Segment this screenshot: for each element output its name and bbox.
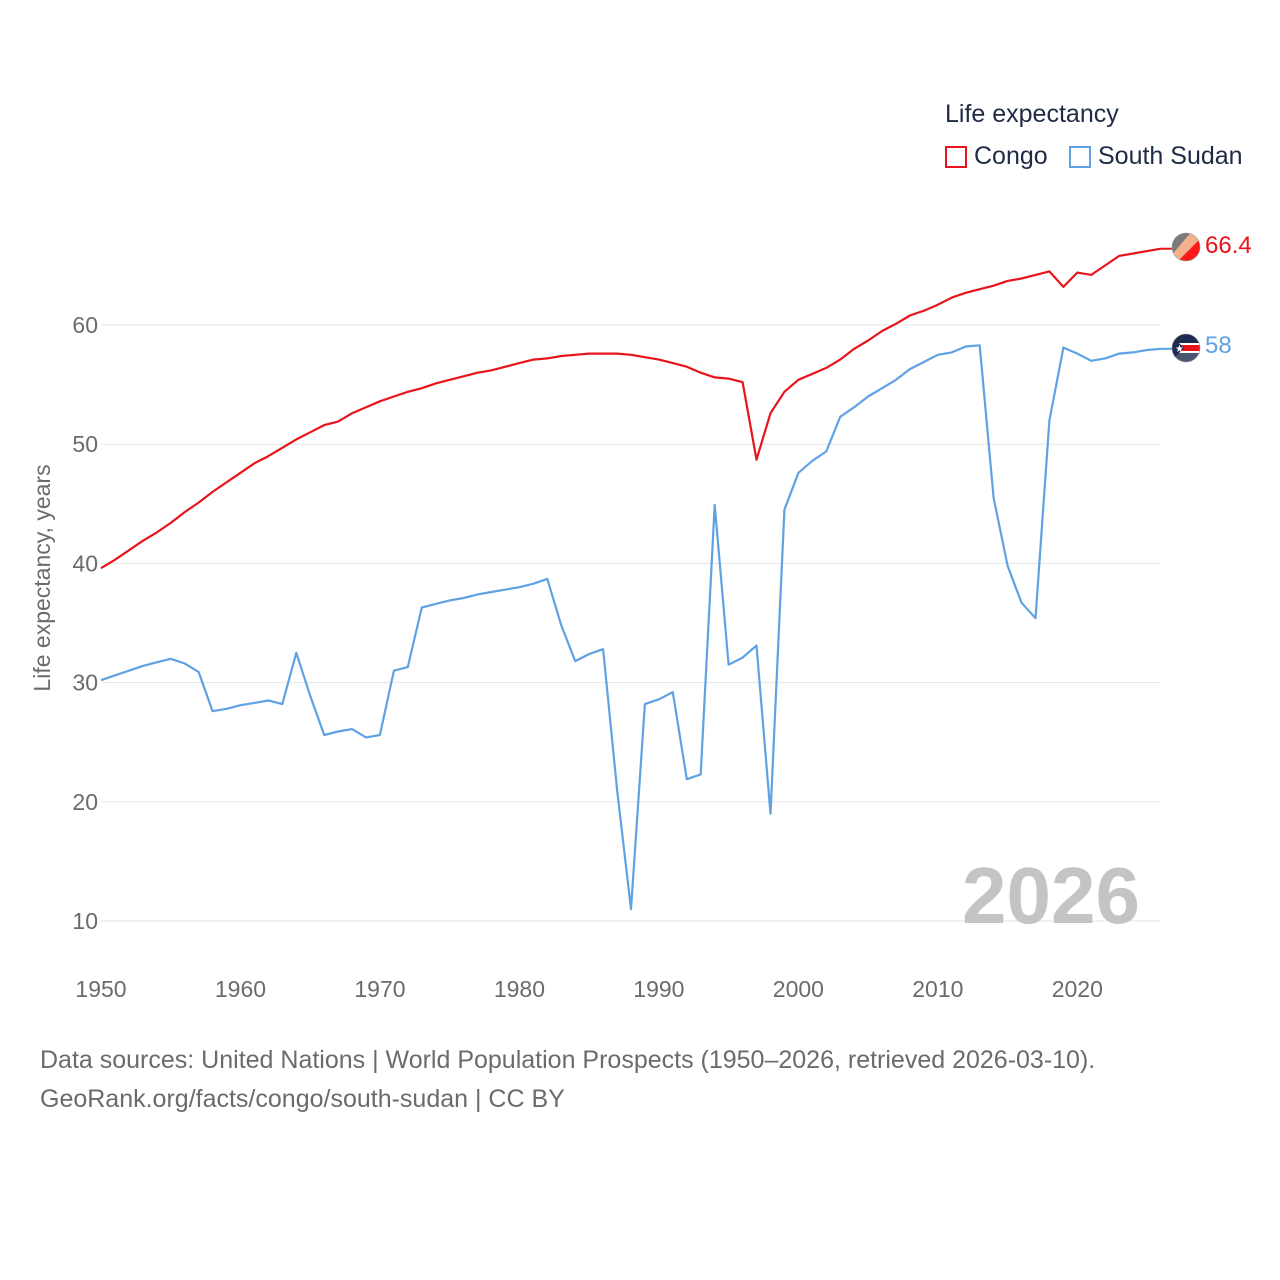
svg-text:★: ★ [1175, 344, 1184, 355]
legend-title: Life expectancy [945, 100, 1119, 128]
x-tick-label: 1960 [215, 976, 266, 1002]
legend-swatch-south-sudan [1069, 145, 1091, 168]
x-tick-label: 1970 [354, 976, 405, 1002]
footer-credit[interactable]: GeoRank.org/facts/congo/south-sudan | CC… [40, 1085, 565, 1113]
y-tick-label: 60 [72, 312, 98, 338]
legend-swatch-congo [945, 145, 967, 168]
x-tick-label: 1950 [75, 976, 126, 1002]
x-tick-label: 2010 [912, 976, 963, 1002]
south-sudan-flag-icon: ★ [1171, 333, 1201, 363]
footer-sources: Data sources: United Nations | World Pop… [40, 1046, 1096, 1074]
y-axis-ticks: 10 20 30 40 50 60 [72, 312, 98, 934]
x-tick-label: 2000 [773, 976, 824, 1002]
congo-flag-icon [1171, 232, 1201, 262]
x-tick-label: 1980 [494, 976, 545, 1002]
x-axis-ticks: 1950 1960 1970 1980 1990 2000 2010 2020 [75, 976, 1102, 1002]
x-tick-label: 2020 [1052, 976, 1103, 1002]
legend-item-south-sudan[interactable]: South Sudan [1069, 142, 1243, 171]
series-line-south-sudan[interactable] [100, 344, 1162, 911]
end-label-south-sudan: 58 [1205, 332, 1232, 359]
y-tick-label: 50 [72, 431, 98, 457]
legend-label-south-sudan: South Sudan [1098, 142, 1243, 170]
legend-label-congo: Congo [974, 142, 1048, 170]
end-markers: ★ [1171, 232, 1201, 363]
y-tick-label: 30 [72, 670, 98, 696]
y-tick-label: 20 [72, 789, 98, 815]
end-label-congo: 66.4 [1205, 232, 1252, 259]
series-lines [100, 247, 1172, 911]
y-tick-label: 40 [72, 550, 98, 576]
current-year-watermark: 2026 [962, 851, 1140, 940]
series-line-congo[interactable] [100, 247, 1162, 570]
legend-item-congo[interactable]: Congo [945, 142, 1048, 171]
y-axis-label: Life expectancy, years [29, 464, 55, 691]
grid-lines [101, 324, 1161, 922]
y-tick-label: 10 [72, 908, 98, 934]
x-tick-label: 1990 [633, 976, 684, 1002]
